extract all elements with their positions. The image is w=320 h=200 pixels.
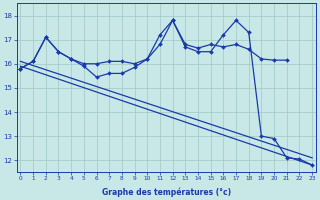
X-axis label: Graphe des températures (°c): Graphe des températures (°c) [102,187,231,197]
